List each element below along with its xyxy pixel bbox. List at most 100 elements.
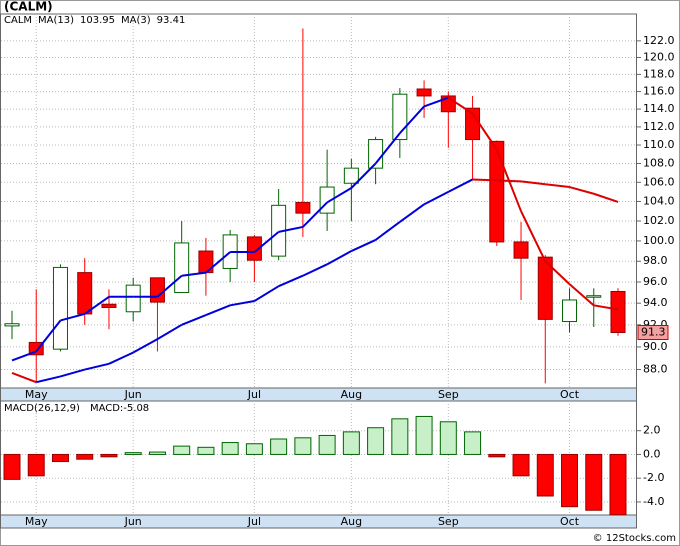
ma-line xyxy=(253,231,280,253)
ma-line xyxy=(108,351,134,365)
candle-body xyxy=(174,242,190,294)
macd-bar xyxy=(609,453,627,516)
ma-line xyxy=(326,250,352,266)
x-tick-label: Sep xyxy=(438,388,459,401)
ma-line xyxy=(302,201,328,228)
candle-body xyxy=(343,167,359,184)
macd-bar xyxy=(51,453,69,463)
last-price-label: 91.3 xyxy=(641,325,666,338)
candle-body xyxy=(149,277,165,303)
candle-body xyxy=(101,303,117,308)
ma-line xyxy=(472,178,497,182)
x-tick-label: Jun xyxy=(124,388,142,401)
macd-bar xyxy=(27,453,45,477)
y-tick-label: -2.0 xyxy=(643,471,664,484)
month-axis-top xyxy=(0,387,637,402)
candle-body xyxy=(562,299,578,323)
candle-body xyxy=(77,272,93,315)
ma-line xyxy=(181,314,207,326)
ma-line xyxy=(399,105,425,134)
ma-line xyxy=(181,271,207,277)
y-tick-label: 110.0 xyxy=(643,138,675,151)
y-tick-label: 108.0 xyxy=(643,156,675,169)
candle-body xyxy=(489,140,505,243)
ma-line xyxy=(423,96,449,108)
y-tick-label: -4.0 xyxy=(643,495,664,508)
ma-line xyxy=(545,183,570,189)
chart-title: (CALM) xyxy=(4,0,53,14)
x-tick-label: Jul xyxy=(247,515,261,528)
y-tick-label: 120.0 xyxy=(643,50,675,63)
y-tick-label: 90.0 xyxy=(643,340,668,353)
candle-body xyxy=(125,284,141,313)
y-tick-label: 114.0 xyxy=(643,102,675,115)
ma-line xyxy=(495,149,522,212)
ma-line xyxy=(35,319,62,353)
legend-text: MA(13) xyxy=(38,15,74,26)
ma-line xyxy=(520,210,547,262)
macd-bar xyxy=(464,431,482,455)
footer: © 12Stocks.com xyxy=(593,533,676,544)
candle-body xyxy=(586,295,602,298)
ma-line xyxy=(278,225,304,233)
x-tick-label: Sep xyxy=(438,515,459,528)
macd-bar xyxy=(415,415,433,455)
x-tick-label: Jul xyxy=(247,388,261,401)
candle-body xyxy=(246,236,262,261)
ma-line xyxy=(520,180,546,186)
macd-bar xyxy=(197,446,215,455)
ma-line xyxy=(544,260,571,285)
macd-bar xyxy=(294,437,312,455)
macd-bar xyxy=(391,418,409,455)
y-tick-label: 98.0 xyxy=(643,254,668,267)
ma-line xyxy=(423,190,449,206)
macd-bar xyxy=(76,453,94,460)
macd-bar xyxy=(221,442,239,455)
y-tick-label: 100.0 xyxy=(643,234,675,247)
ma-line xyxy=(302,263,328,277)
ma-line xyxy=(326,187,352,204)
x-tick-label: Jun xyxy=(124,515,142,528)
ma-line xyxy=(278,274,304,288)
ma-line xyxy=(350,239,377,252)
ma-line xyxy=(84,362,110,371)
candle-body xyxy=(537,256,553,320)
y-tick-label: 106.0 xyxy=(643,175,675,188)
legend-text: CALM xyxy=(4,15,32,26)
ma-line xyxy=(447,178,474,193)
macd-bar xyxy=(100,453,118,458)
y-tick-label: 0.0 xyxy=(643,447,661,460)
ma-line xyxy=(399,203,425,223)
y-tick-label: 104.0 xyxy=(643,194,675,207)
macd-bar xyxy=(585,453,603,511)
ma-line xyxy=(205,304,231,316)
candle-body xyxy=(416,88,432,97)
ma-line xyxy=(205,251,231,274)
macd-bar xyxy=(536,453,554,497)
x-tick-label: May xyxy=(25,515,48,528)
ma-line xyxy=(60,312,85,322)
y-tick-label: 2.0 xyxy=(643,424,661,437)
ma-line xyxy=(36,375,61,384)
ma-line xyxy=(447,96,474,115)
candle-body xyxy=(4,323,20,327)
macd-bar xyxy=(245,443,263,455)
y-tick-label: 118.0 xyxy=(643,67,675,80)
ma-line xyxy=(375,221,401,241)
x-tick-label: Aug xyxy=(341,515,362,528)
ma-line xyxy=(11,350,37,362)
x-tick-label: Oct xyxy=(560,515,580,528)
legend-text: MACD:-5.08 xyxy=(90,403,149,414)
macd-bar xyxy=(3,453,21,480)
ma-line xyxy=(350,162,377,189)
macd-bar xyxy=(124,452,142,455)
y-tick-label: 94.0 xyxy=(643,296,668,309)
ma-line xyxy=(229,300,255,307)
candle-body xyxy=(513,241,529,259)
macd-bar xyxy=(439,421,457,455)
x-tick-label: May xyxy=(25,388,48,401)
y-tick-label: 96.0 xyxy=(643,275,668,288)
ma-line xyxy=(569,186,595,195)
macd-bar xyxy=(342,431,360,455)
